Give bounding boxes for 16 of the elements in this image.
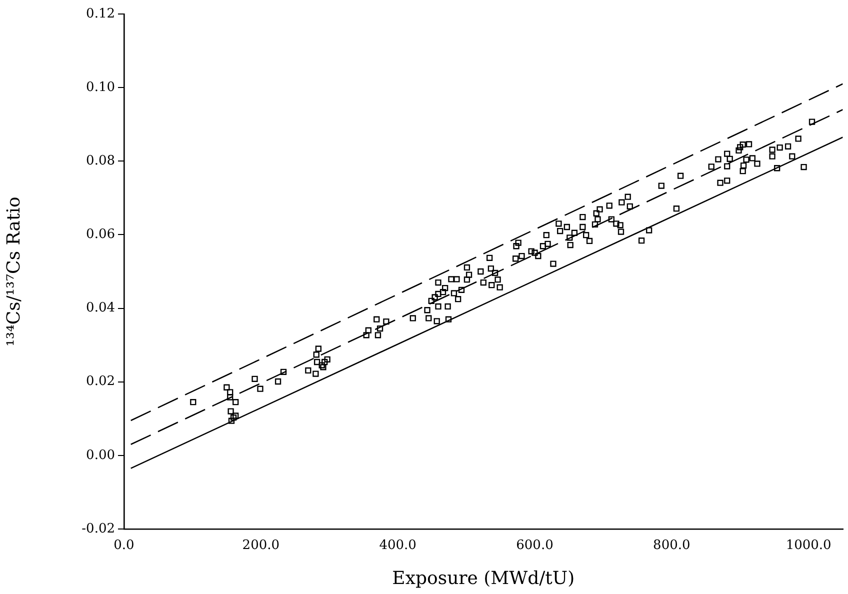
- y-tick-label: 0.10: [86, 80, 115, 95]
- y-tick-label: 0.04: [86, 300, 115, 316]
- x-tick-label: 800.0: [653, 538, 690, 554]
- x-tick-label: 600.0: [516, 538, 554, 554]
- y-tick-label: 0.12: [86, 6, 115, 22]
- x-tick-label: 200.0: [242, 538, 280, 554]
- y-tick-label: 0.02: [86, 374, 115, 390]
- y-axis-title: ¹³⁴Cs/¹³⁷Cs Ratio: [3, 196, 24, 346]
- x-tick-label: 1000.0: [786, 538, 832, 554]
- x-tick-label: 400.0: [379, 538, 416, 554]
- x-tick-label: 0.0: [114, 538, 134, 554]
- y-tick-label: -0.02: [82, 521, 115, 536]
- y-tick-label: 0.00: [86, 448, 115, 463]
- y-tick-label: 0.08: [86, 154, 115, 169]
- x-axis-title: Exposure (MWd/tU): [392, 568, 575, 589]
- y-tick-label: 0.06: [86, 227, 115, 242]
